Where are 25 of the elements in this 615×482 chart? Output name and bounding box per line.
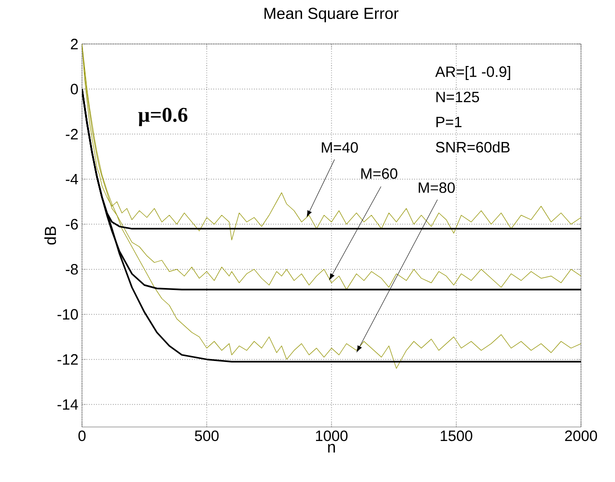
y-tick-label: -14 [58, 399, 78, 410]
annotation: SNR=60dB [436, 142, 510, 152]
annotation: M=60 [361, 168, 398, 179]
y-tick-label: -2 [66, 128, 78, 140]
y-tick-label: -8 [66, 264, 78, 275]
annotation: μ=0.6 [138, 108, 188, 126]
y-tick-label: -4 [66, 174, 78, 184]
x-tick-label: 1500 [440, 430, 472, 442]
annotation: AR=[1 -0.9] [435, 66, 510, 80]
x-tick-label: 2000 [565, 430, 598, 442]
x-tick-label: 500 [194, 430, 219, 442]
annotation: M=40 [322, 142, 358, 153]
y-tick-label: 2 [70, 38, 78, 50]
annotation: N=125 [436, 92, 480, 102]
annotation: M=80 [418, 182, 455, 193]
y-axis-title: dB [44, 226, 56, 245]
annotation: P=1 [436, 116, 462, 128]
x-axis-title: n [328, 444, 335, 453]
y-tick-label: 0 [70, 84, 78, 94]
x-tick-label: 0 [78, 430, 86, 442]
y-tick-label: -6 [66, 218, 78, 230]
y-tick-label: -12 [58, 354, 78, 365]
y-tick-label: -10 [58, 309, 78, 320]
x-tick-label: 1000 [316, 430, 348, 442]
chart-title: Mean Square Error [264, 8, 398, 22]
